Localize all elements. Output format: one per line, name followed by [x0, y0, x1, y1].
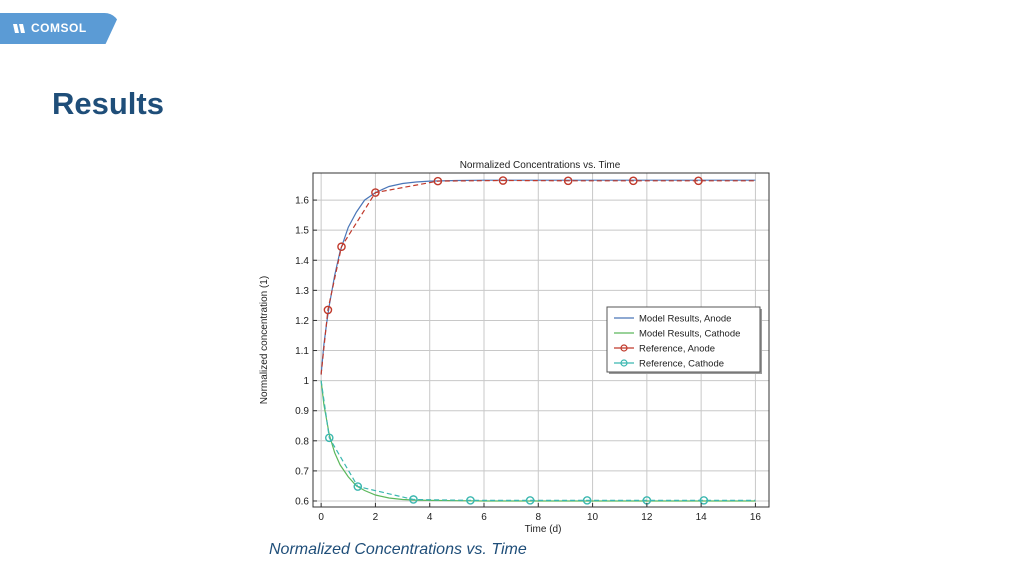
- comsol-logo-mark-icon: [13, 23, 25, 33]
- x-tick-label: 6: [481, 512, 487, 523]
- legend-entry-label: Reference, Cathode: [639, 359, 724, 370]
- y-tick-label: 1.6: [295, 196, 309, 207]
- chart-title: Normalized Concentrations vs. Time: [460, 160, 621, 171]
- x-tick-label: 12: [641, 512, 653, 523]
- data-point-marker: [433, 176, 443, 186]
- chart-legend: Model Results, Anode Model Results, Catho…: [606, 306, 762, 374]
- data-point-marker: [353, 482, 363, 491]
- figure-caption: Normalized Concentrations vs. Time: [269, 541, 527, 558]
- comsol-logo-text: COMSOL: [31, 21, 87, 35]
- plot-frame: [312, 172, 770, 508]
- data-point-marker: [498, 176, 508, 185]
- y-tick-label: 0.7: [295, 466, 309, 477]
- y-tick-label: 1: [303, 376, 309, 387]
- legend-entry-label: Model Results, Anode: [639, 314, 731, 325]
- data-point-marker: [324, 433, 334, 443]
- y-tick-label: 1.2: [295, 316, 309, 327]
- data-point-marker: [563, 176, 573, 186]
- y-tick-label: 0.8: [295, 436, 309, 447]
- y-tick-label: 1.4: [295, 256, 309, 267]
- x-tick-label: 8: [536, 512, 542, 523]
- legend-entry-label: Reference, Anode: [639, 344, 715, 355]
- series-line: [320, 179, 756, 375]
- slide-title: Results: [52, 86, 164, 121]
- data-point-marker: [466, 496, 475, 505]
- x-tick-label: 2: [373, 512, 379, 523]
- data-point-marker: [409, 495, 418, 504]
- data-point-marker: [699, 496, 709, 505]
- series-line: [320, 179, 756, 375]
- x-tick-label: 10: [587, 512, 599, 523]
- series-line: [320, 380, 756, 501]
- y-tick-label: 1.1: [295, 346, 309, 357]
- y-tick-label: 0.9: [295, 406, 309, 417]
- legend-marker: [620, 359, 628, 367]
- x-tick-label: 4: [427, 512, 433, 523]
- y-tick-label: 1.3: [295, 286, 309, 297]
- x-tick-label: 16: [750, 512, 762, 523]
- chart-axes: 0 2 4 6 8 10 12 14 16 0.6 0.7 0.8 0.9 1 1.1 1.2 1.3 1.4 1.…: [295, 172, 770, 523]
- legend-marker: [620, 344, 628, 352]
- chart-series: [320, 176, 756, 505]
- data-point-marker: [582, 496, 592, 505]
- chart-figure: Normalized Concentrations vs. Time 0 2 4 6 8…: [250, 150, 790, 540]
- y-tick-label: 0.6: [295, 496, 309, 507]
- data-point-marker: [337, 242, 346, 252]
- data-point-marker: [628, 176, 638, 186]
- data-point-marker: [525, 496, 535, 505]
- data-point-marker: [371, 188, 380, 197]
- comsol-logo-tab: COMSOL: [0, 13, 120, 44]
- x-axis-label: Time (d): [525, 524, 562, 535]
- x-tick-label: 14: [696, 512, 708, 523]
- x-tick-label: 0: [318, 512, 324, 523]
- y-tick-label: 1.5: [295, 226, 309, 237]
- comsol-logo: COMSOL: [13, 21, 87, 35]
- y-axis-label: Normalized concentration (1): [259, 276, 270, 404]
- data-point-marker: [694, 176, 703, 186]
- concentration-chart: Normalized Concentrations vs. Time 0 2 4 6 8…: [259, 160, 770, 535]
- data-point-marker: [323, 305, 333, 315]
- legend-entry-label: Model Results, Cathode: [639, 329, 740, 340]
